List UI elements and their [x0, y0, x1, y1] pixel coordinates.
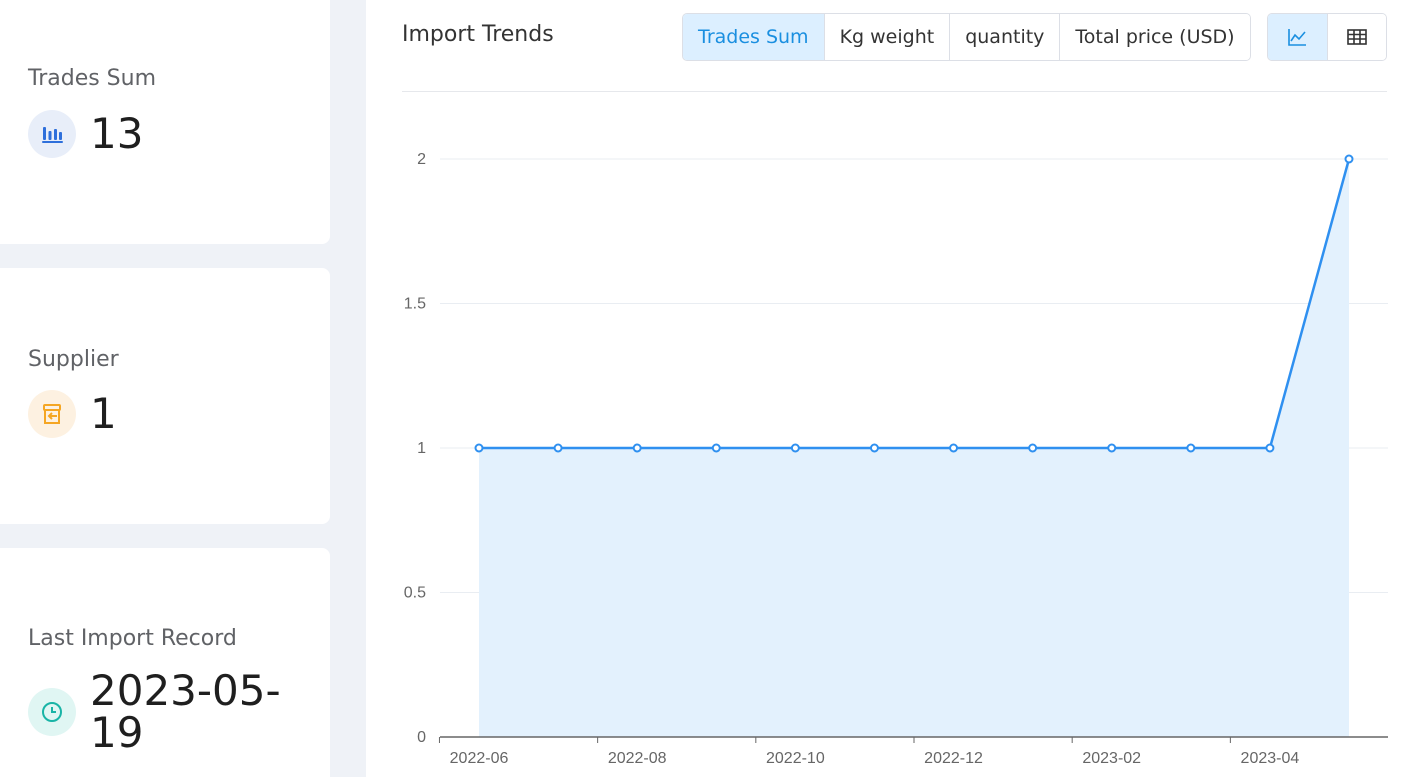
line-chart-view-button[interactable] — [1268, 14, 1327, 60]
last-import-label: Last Import Record — [28, 626, 237, 651]
metric-tabs: Trades Sum Kg weight quantity Total pric… — [682, 13, 1251, 61]
storefront-icon — [28, 390, 76, 438]
data-point[interactable] — [1107, 443, 1117, 453]
x-tick-label: 2023-02 — [1082, 750, 1141, 767]
data-point[interactable] — [949, 443, 959, 453]
last-import-value: 2023-05-19 — [90, 666, 281, 757]
supplier-card: Supplier 1 — [0, 268, 330, 524]
y-tick-label: 1 — [417, 440, 426, 457]
import-trends-panel: Import Trends Trades Sum Kg weight quant… — [366, 0, 1408, 777]
trades-sum-card: Trades Sum 13 — [0, 0, 330, 244]
y-tick-label: 1.5 — [404, 296, 426, 313]
tab-total-price[interactable]: Total price (USD) — [1060, 14, 1250, 60]
supplier-label: Supplier — [28, 347, 119, 372]
y-tick-label: 0.5 — [404, 585, 426, 602]
tab-trades-sum[interactable]: Trades Sum — [683, 14, 825, 60]
data-point[interactable] — [790, 443, 800, 453]
x-tick-label: 2022-10 — [766, 750, 825, 767]
data-point[interactable] — [474, 443, 484, 453]
clock-icon — [28, 688, 76, 736]
table-icon — [1346, 29, 1367, 45]
data-point[interactable] — [1028, 443, 1038, 453]
trades-sum-label: Trades Sum — [28, 66, 157, 91]
series-line — [479, 158, 1351, 450]
y-tick-label: 2 — [417, 151, 426, 168]
x-tick-label: 2023-04 — [1241, 750, 1300, 767]
data-point[interactable] — [1265, 443, 1275, 453]
data-point[interactable] — [632, 443, 642, 453]
table-view-button[interactable] — [1326, 14, 1386, 60]
x-tick-label: 2022-06 — [450, 750, 509, 767]
view-toggle — [1267, 13, 1387, 61]
tab-kg-weight[interactable]: Kg weight — [824, 14, 951, 60]
tab-quantity[interactable]: quantity — [950, 14, 1061, 60]
data-point[interactable] — [869, 443, 879, 453]
bar-chart-icon — [28, 110, 76, 158]
data-point[interactable] — [1344, 154, 1354, 164]
line-chart-icon — [1288, 29, 1307, 46]
trades-sum-value: 13 — [90, 109, 144, 158]
panel-title: Import Trends — [402, 22, 554, 47]
data-point[interactable] — [711, 443, 721, 453]
import-trends-chart: 0 0.5 1 1.5 2 2022-06 2022-08 2022-10 2022-12 202… — [404, 151, 1388, 767]
data-point[interactable] — [553, 443, 563, 453]
x-tick-label: 2022-12 — [924, 750, 983, 767]
header-divider — [402, 91, 1387, 92]
y-tick-label: 0 — [417, 729, 426, 746]
data-point[interactable] — [1186, 443, 1196, 453]
last-import-card: Last Import Record 2023-05-19 — [0, 548, 330, 777]
supplier-value: 1 — [90, 389, 117, 438]
x-tick-label: 2022-08 — [608, 750, 667, 767]
